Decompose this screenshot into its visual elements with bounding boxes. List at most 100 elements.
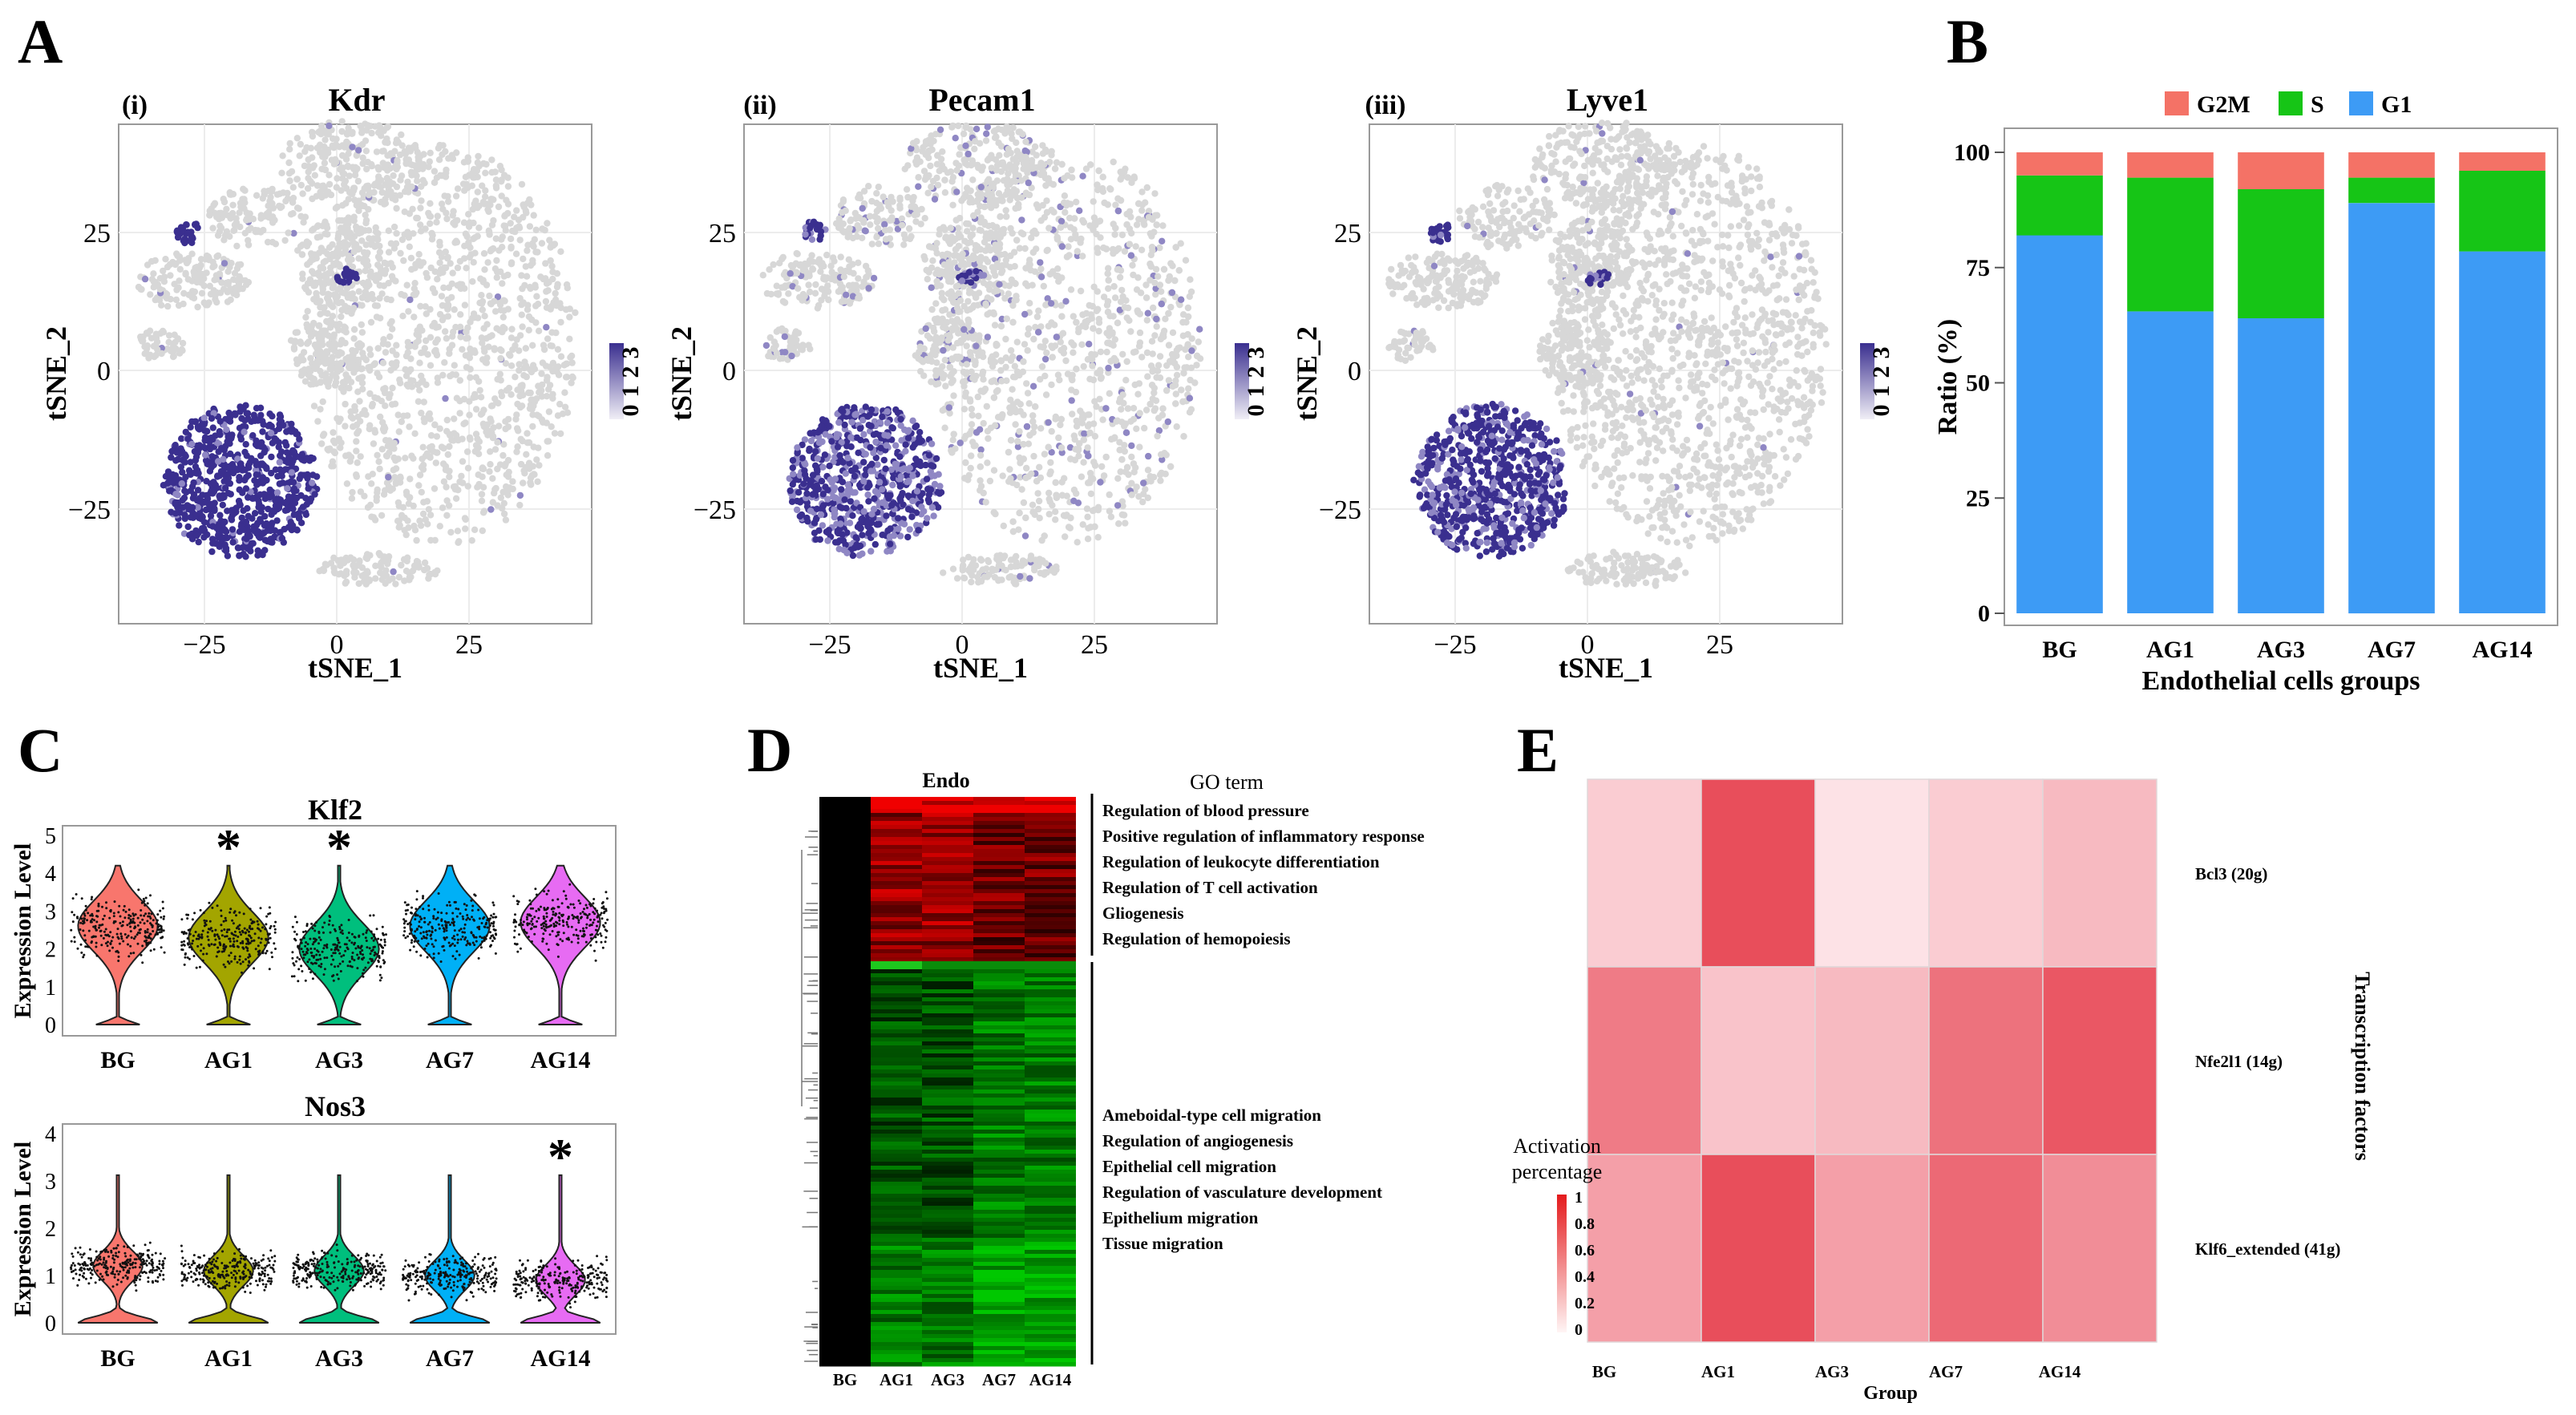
column-label: BG: [833, 1370, 857, 1389]
jitter-points-ag1: [180, 1244, 277, 1294]
heatmap-cell-klf6_extended-ag1: [1700, 1154, 1816, 1343]
violin-ag1: [188, 864, 269, 1025]
colorbar: [1557, 1195, 1567, 1332]
bar-s-ag14: [2459, 171, 2546, 252]
go-term-up: Regulation of leukocyte differentiation: [1102, 852, 1380, 871]
go-term-up: Gliogenesis: [1102, 904, 1184, 923]
jitter-points-ag7: [402, 1252, 498, 1302]
colorbar-tick-label: 3: [617, 347, 644, 359]
violin-bg: [77, 1174, 159, 1324]
column-label: AG7: [982, 1370, 1016, 1389]
go-term-down: Tissue migration: [1102, 1234, 1223, 1253]
x-tick-label: AG3: [315, 1047, 363, 1073]
violin-title: Klf2: [308, 794, 362, 826]
go-term-up: Regulation of hemopoiesis: [1102, 929, 1291, 948]
panel-letter-a: A: [18, 6, 63, 76]
heatmap-cell-nfe2l1-ag3: [1814, 966, 1930, 1155]
legend-swatch-s: [2279, 91, 2303, 115]
x-tick-label: AG7: [426, 1345, 474, 1372]
x-tick-label: AG1: [204, 1047, 253, 1073]
klf2-violin-plot: Klf2 Expression Level 0 1 2 3 4 5 BG AG1 * AG3 * AG…: [10, 794, 617, 1073]
bar-s-bg: [2016, 175, 2103, 236]
legend-label-s: S: [2311, 91, 2324, 118]
violin-ag14: [520, 1174, 601, 1324]
y-tick-label: 100: [1954, 139, 1990, 166]
colorbar-tick-label: 1: [1243, 386, 1269, 398]
y-tick-label: 2: [45, 938, 56, 963]
legend-swatch-g1: [2349, 91, 2373, 115]
bar-s-ag3: [2238, 189, 2324, 318]
y-tick-label: −25: [68, 495, 111, 525]
y-tick-label: 0: [45, 1312, 56, 1336]
heatmap-cell-bcl3-ag14: [2042, 778, 2157, 968]
colorbar-tick-label: 0.6: [1575, 1242, 1595, 1259]
violin-ag7: [409, 1174, 491, 1324]
colorbar: [1860, 343, 1874, 419]
x-tick-label: AG14: [2473, 637, 2533, 663]
y-axis-label: Ratio (%): [1933, 319, 1963, 435]
x-axis-label: tSNE_1: [1559, 652, 1653, 684]
bar-g2m-ag1: [2127, 152, 2214, 178]
y-tick-label: 5: [45, 824, 56, 849]
colorbar-tick-label: 0.8: [1575, 1215, 1595, 1233]
colorbar-title: percentage: [1512, 1160, 1603, 1183]
x-tick-label: BG: [100, 1047, 135, 1073]
jitter-points-ag7: [402, 890, 498, 963]
colorbar: [609, 343, 624, 419]
legend-swatch-g2m: [2165, 91, 2189, 115]
y-tick-label: 3: [45, 900, 56, 924]
go-term-up: Regulation of blood pressure: [1102, 801, 1309, 820]
colorbar-title: Activation: [1513, 1134, 1601, 1158]
x-tick-label: AG3: [2257, 637, 2305, 663]
row-dendrogram: [801, 831, 818, 1362]
bar-g1-ag1: [2127, 311, 2214, 613]
heatmap-cell-nfe2l1-ag1: [1700, 966, 1816, 1155]
x-tick-label: 0: [330, 630, 344, 660]
colorbar-tick-label: 0: [1868, 405, 1895, 417]
x-tick-label: AG7: [426, 1047, 474, 1073]
y-axis-label: tSNE_2: [665, 326, 698, 421]
x-tick-label: 0: [956, 630, 969, 660]
colorbar-tick-label: 2: [1868, 366, 1895, 378]
violin-ag3: [298, 864, 380, 1025]
plot-tag: (ii): [743, 91, 777, 120]
bar-s-ag7: [2348, 177, 2435, 204]
x-tick-label: −25: [1434, 630, 1476, 660]
jitter-points-ag1: [180, 901, 277, 974]
cell-cycle-stacked-bar-chart: 0 25 50 75 100 BG AG1 AG3 AG7 AG14 G2M S G1 Ratio …: [1933, 91, 2558, 696]
y-tick-label: 0: [1348, 357, 1361, 386]
tsne-points: [135, 118, 579, 588]
go-term-heatmap: Endo GO term Regulation of blood pressur…: [801, 769, 1425, 1389]
y-tick-label: 25: [709, 219, 736, 249]
bar-g2m-ag14: [2459, 152, 2546, 171]
tsne-panel: (i) Kdr tSNE_1 tSNE_2 −25 0 25 25 0 −25 3 2 1 0 (ii) Pe…: [40, 82, 1895, 684]
heatmap-cell-klf6_extended-ag3: [1814, 1154, 1930, 1343]
heatmap-cell-bcl3-bg: [1587, 778, 1702, 968]
y-axis-label: Expression Level: [10, 1142, 36, 1317]
x-tick-label: 0: [1581, 630, 1595, 660]
violin-title: Nos3: [305, 1090, 366, 1122]
x-tick-label: AG14: [531, 1047, 591, 1073]
column-label: AG14: [2039, 1362, 2081, 1381]
heatmap-cell-klf6_extended-ag14: [2042, 1154, 2157, 1343]
x-tick-label: AG7: [2368, 637, 2416, 663]
y-tick-label: −25: [694, 495, 736, 525]
y-tick-label: −25: [1319, 495, 1361, 525]
heatmap-cell-bcl3-ag1: [1700, 778, 1816, 968]
column-label: BG: [1592, 1362, 1616, 1381]
significance-marker: *: [548, 1128, 573, 1185]
plot-frame: [62, 1123, 617, 1335]
jitter-points-bg: [70, 1241, 167, 1292]
colorbar-tick-label: 1: [1575, 1189, 1583, 1207]
x-axis-label: tSNE_1: [933, 652, 1028, 684]
significance-marker: *: [326, 819, 352, 875]
y-tick-label: 25: [1966, 485, 1990, 511]
significance-marker: *: [216, 819, 241, 875]
plot-frame: [2004, 127, 2558, 626]
column-label: AG14: [1029, 1370, 1072, 1389]
jitter-points-bg: [70, 888, 166, 964]
plot-tag: (i): [122, 91, 148, 120]
jitter-points-ag3: [290, 914, 387, 983]
panel-letter-c: C: [18, 715, 63, 785]
tsne-plot-kdr: (i) Kdr tSNE_1 tSNE_2 −25 0 25 25 0 −25 3 2 1 0: [40, 82, 644, 684]
